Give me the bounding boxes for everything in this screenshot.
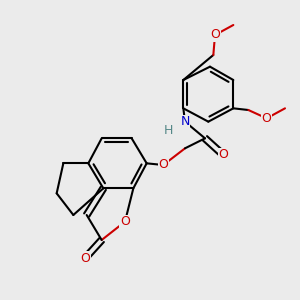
Text: H: H <box>164 124 173 136</box>
Text: O: O <box>120 215 130 228</box>
Text: O: O <box>210 28 220 41</box>
Text: N: N <box>180 115 190 128</box>
Text: O: O <box>80 252 90 265</box>
Text: O: O <box>218 148 228 161</box>
Text: O: O <box>262 112 272 125</box>
Text: O: O <box>158 158 168 172</box>
